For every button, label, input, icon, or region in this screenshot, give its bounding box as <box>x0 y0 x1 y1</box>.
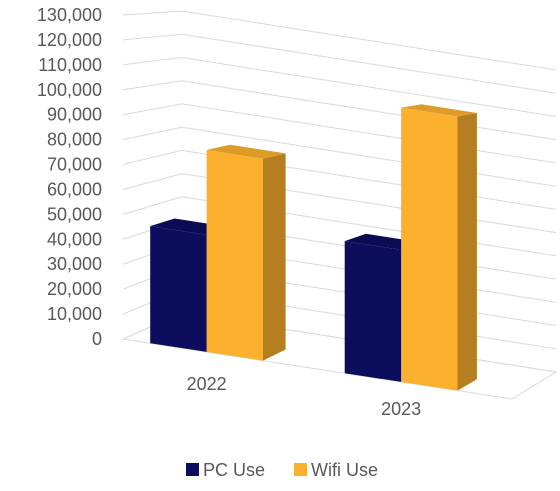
y-tick-label: 40,000 <box>47 229 102 249</box>
bar-front <box>150 226 207 352</box>
x-axis-ticks: 2022 2023 <box>187 374 422 419</box>
gridline <box>122 33 557 94</box>
y-tick-label: 0 <box>92 329 102 349</box>
bar-side <box>457 113 477 391</box>
y-tick-label: 130,000 <box>37 5 102 25</box>
gridline <box>122 56 557 117</box>
legend-swatch <box>186 463 199 476</box>
legend-item: PC Use <box>186 460 265 480</box>
gridline <box>122 10 557 71</box>
gridline <box>122 126 557 187</box>
bar-wifi-use-2023 <box>401 104 477 391</box>
bar-front <box>206 150 263 361</box>
x-tick-label: 2022 <box>187 374 227 394</box>
y-tick-label: 20,000 <box>47 279 102 299</box>
legend-label: Wifi Use <box>311 460 378 480</box>
y-tick-label: 90,000 <box>47 105 102 125</box>
y-tick-label: 120,000 <box>37 30 102 50</box>
bar-front <box>344 241 402 382</box>
y-tick-label: 110,000 <box>38 55 102 75</box>
legend: PC Use Wifi Use <box>186 460 378 480</box>
y-axis-ticks: 0 10,000 20,000 30,000 40,000 50,000 60,000 70,… <box>37 5 102 349</box>
bar-top <box>401 104 477 117</box>
y-tick-label: 80,000 <box>47 130 102 150</box>
legend-label: PC Use <box>203 460 265 480</box>
gridline <box>122 80 557 141</box>
gridline <box>122 149 557 210</box>
bar-wifi-use-2022 <box>206 144 286 361</box>
y-tick-label: 50,000 <box>47 204 102 224</box>
bar-side <box>263 153 286 361</box>
y-tick-label: 70,000 <box>47 155 102 175</box>
bar-top <box>206 144 286 159</box>
bars <box>150 104 477 391</box>
y-tick-label: 100,000 <box>37 80 102 100</box>
legend-item: Wifi Use <box>294 460 378 480</box>
y-tick-label: 10,000 <box>47 304 102 324</box>
y-tick-label: 60,000 <box>47 180 102 200</box>
bar-front <box>401 107 458 391</box>
x-tick-label: 2023 <box>381 399 421 419</box>
gridline <box>122 103 557 164</box>
y-tick-label: 30,000 <box>47 254 102 274</box>
legend-swatch <box>294 463 307 476</box>
